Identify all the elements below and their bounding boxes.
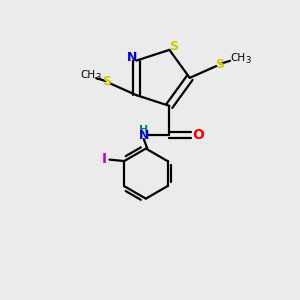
Text: O: O xyxy=(192,128,204,142)
Text: CH: CH xyxy=(80,70,95,80)
Text: S: S xyxy=(102,75,111,88)
Text: S: S xyxy=(169,40,178,53)
Text: I: I xyxy=(102,152,107,166)
Text: N: N xyxy=(139,129,149,142)
Text: N: N xyxy=(127,50,137,64)
Text: H: H xyxy=(139,125,148,135)
Text: CH: CH xyxy=(230,53,245,63)
Text: 3: 3 xyxy=(245,56,250,65)
Text: S: S xyxy=(215,58,224,71)
Text: 3: 3 xyxy=(95,73,101,82)
